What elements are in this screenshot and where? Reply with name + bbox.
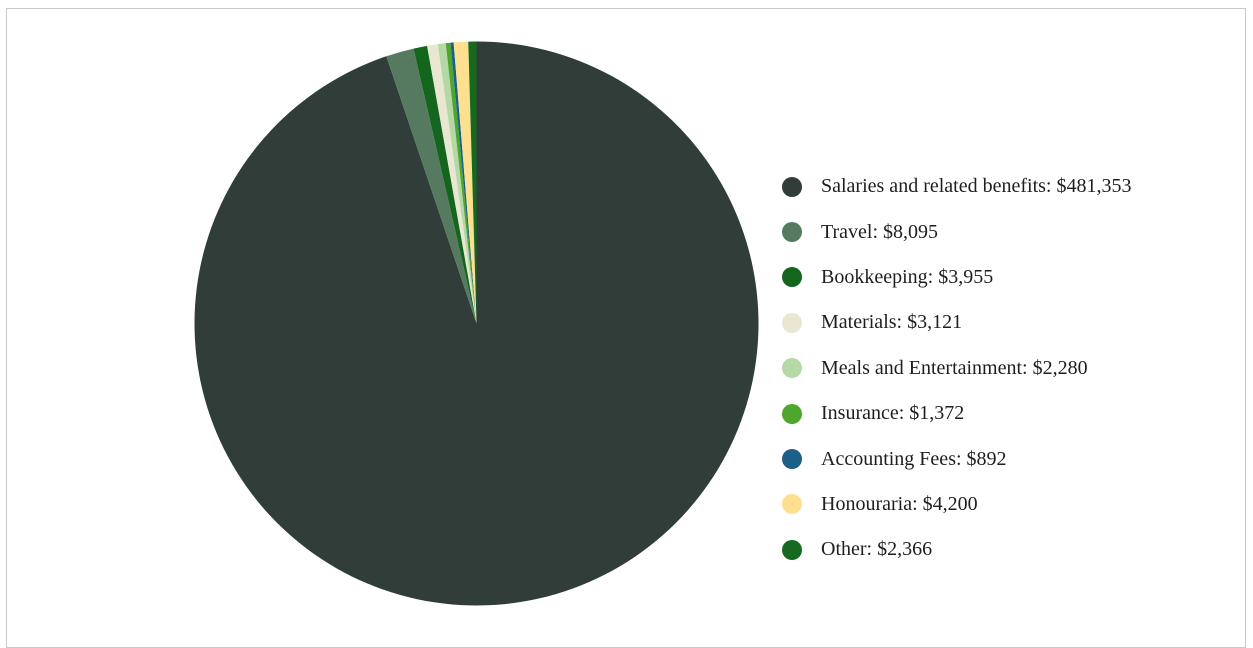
legend-swatch — [782, 403, 802, 424]
legend: Salaries and related benefits: $481,353 T… — [782, 164, 1242, 573]
pie-slice-5[interactable] — [437, 43, 477, 324]
legend-label: Travel: $8,095 — [821, 220, 939, 243]
legend-swatch — [782, 449, 802, 470]
legend-swatch — [782, 312, 802, 333]
legend-item[interactable]: Other: $2,366 — [782, 527, 1242, 572]
pie-slice-4[interactable] — [427, 44, 477, 324]
pie-slice-9[interactable] — [468, 41, 477, 324]
pie-slice-1[interactable] — [194, 41, 759, 606]
pie-slice-3[interactable] — [413, 45, 477, 324]
legend-item[interactable]: Meals and Entertainment: $2,280 — [782, 346, 1242, 391]
legend-label: Salaries and related benefits: $481,353 — [821, 175, 1132, 198]
pie-slice-7[interactable] — [450, 42, 477, 324]
pie-chart — [193, 40, 760, 607]
legend-item[interactable]: Materials: $3,121 — [782, 300, 1242, 345]
legend-label: Accounting Fees: $892 — [821, 447, 1007, 470]
pie-slice-6[interactable] — [445, 42, 477, 324]
legend-swatch — [782, 267, 802, 288]
legend-label: Bookkeeping: $3,955 — [821, 265, 994, 288]
legend-label: Insurance: $1,372 — [821, 402, 965, 425]
legend-swatch — [782, 358, 802, 379]
legend-swatch — [782, 176, 802, 197]
legend-item[interactable]: Honouraria: $4,200 — [782, 482, 1242, 527]
legend-item[interactable]: Accounting Fees: $892 — [782, 436, 1242, 481]
legend-label: Other: $2,366 — [821, 538, 933, 561]
pie-svg — [194, 41, 759, 606]
legend-swatch — [782, 494, 802, 515]
legend-label: Meals and Entertainment: $2,280 — [821, 356, 1088, 379]
legend-item[interactable]: Insurance: $1,372 — [782, 391, 1242, 436]
pie-slice-8[interactable] — [453, 41, 477, 324]
legend-item[interactable]: Bookkeeping: $3,955 — [782, 255, 1242, 300]
legend-swatch — [782, 539, 802, 560]
legend-label: Honouraria: $4,200 — [821, 492, 978, 515]
legend-item[interactable]: Salaries and related benefits: $481,353 — [782, 164, 1242, 209]
pie-slice-2[interactable] — [386, 48, 477, 324]
legend-swatch — [782, 222, 802, 243]
legend-label: Materials: $3,121 — [821, 311, 963, 334]
legend-item[interactable]: Travel: $8,095 — [782, 209, 1242, 254]
